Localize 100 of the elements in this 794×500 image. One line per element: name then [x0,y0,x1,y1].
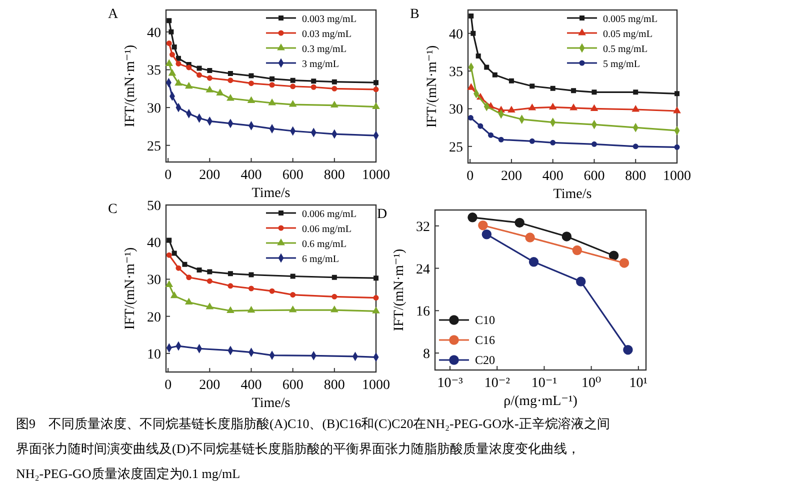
point [591,141,597,147]
point [166,252,172,258]
point [172,250,177,256]
point [166,280,173,288]
point [206,303,214,310]
point [570,104,578,110]
x-tick-label: 800 [625,169,646,184]
point [176,60,182,66]
point [332,294,338,300]
point [290,78,296,83]
point [508,106,515,112]
legend-label: 0.6 mg/mL [302,239,346,250]
chart-title: A [108,7,119,22]
x-axis-title: Time/s [252,186,290,201]
point [592,90,597,95]
point [182,262,188,267]
point [166,18,172,24]
point [170,292,178,298]
point [476,53,481,58]
x-axis-title: ρ/(mg·mL⁻¹) [504,394,578,409]
x-tick-label: 10⁻² [484,376,510,391]
point [216,89,224,96]
point [186,64,192,70]
point [372,307,380,314]
point [207,68,212,73]
point [528,104,536,110]
point [470,30,476,36]
x-tick-label: 10⁰ [581,376,602,391]
x-tick-label: 10¹ [629,376,648,391]
legend-label: 5 mg/mL [603,59,640,70]
point [373,86,379,92]
point [207,269,212,274]
legend-label: 0.05 mg/mL [603,29,652,40]
x-tick-label: 400 [542,169,564,184]
y-tick-label: 24 [416,262,430,278]
point [373,295,379,301]
point [174,79,182,86]
y-axis-title: IFT/(mN·m⁻¹) [123,44,138,128]
point [248,306,255,313]
point [269,288,275,294]
y-tick-label: 35 [449,65,463,80]
point [498,136,504,142]
legend-label: C10 [475,313,496,327]
point [633,90,638,95]
x-tick-label: 600 [584,169,605,184]
point [549,103,556,110]
point [206,86,214,92]
point [332,274,337,280]
y-tick-label: 25 [147,139,161,154]
point [332,86,338,92]
y-tick-label: 16 [416,304,430,320]
x-tick-label: 400 [240,378,262,393]
y-axis-title: IFT/(mN·m⁻¹) [392,248,407,332]
y-axis-title: IFT/(mN·m⁻¹) [123,246,138,330]
x-axis-title: Time/s [252,396,290,411]
point [508,78,514,84]
point [468,115,474,121]
point [529,138,535,144]
point [168,29,174,34]
point [468,84,475,90]
point [571,88,576,94]
point [478,123,484,129]
point [372,102,380,110]
legend-label: C16 [475,333,496,347]
x-tick-label: 1000 [362,168,390,183]
legend-label: 0.03 mg/mL [302,29,352,40]
y-tick-label: 40 [147,26,161,41]
x-tick-label: 200 [500,169,522,184]
x-axis-title: Time/s [553,187,592,202]
point [310,84,316,90]
point [290,84,296,90]
x-tick-label: 0 [164,378,172,393]
point [228,271,233,276]
point [590,104,598,111]
point [484,64,490,70]
y-tick-label: 8 [423,347,430,362]
x-tick-label: 600 [282,378,304,393]
point [166,60,173,66]
point [550,86,556,91]
legend-label: 0.005 mg/mL [603,14,658,25]
point [166,40,172,46]
point [674,91,680,96]
point [185,298,192,304]
point [248,272,254,278]
point [206,278,212,284]
point [196,267,202,272]
y-tick-label: 10 [147,347,161,362]
point [488,132,494,138]
x-tick-label: 400 [240,168,262,183]
x-tick-label: 800 [324,378,345,393]
y-tick-label: 32 [416,220,430,235]
point [226,94,234,101]
point [228,71,233,76]
x-tick-label: 800 [324,168,345,183]
point [228,78,234,84]
point [269,124,275,133]
point [196,72,202,78]
x-tick-label: 0 [466,169,474,184]
point [248,73,254,78]
y-tick-label: 30 [449,102,463,118]
